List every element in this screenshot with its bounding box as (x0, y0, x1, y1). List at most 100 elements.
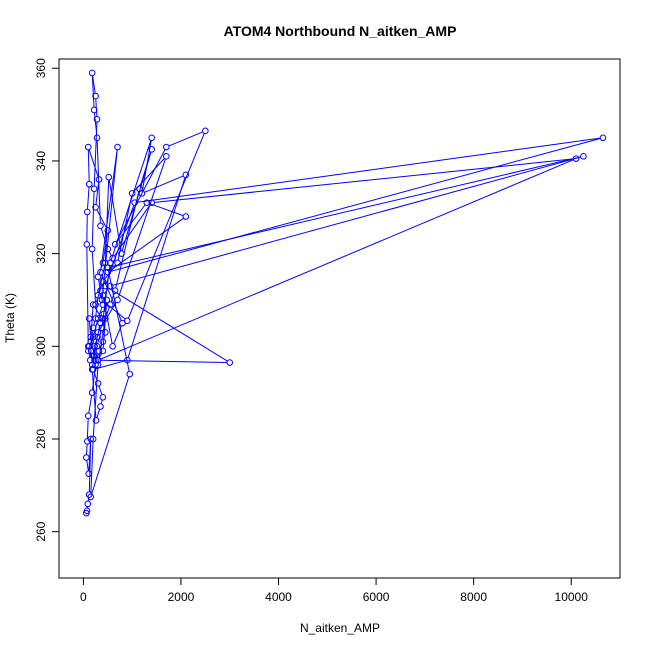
series-line-segment (86, 186, 90, 210)
data-point (99, 347, 107, 355)
series-line-segment (127, 133, 205, 319)
data-point (599, 134, 607, 142)
data-point (88, 389, 96, 396)
data-point (182, 213, 190, 220)
data-point (85, 180, 93, 188)
data-point (114, 296, 121, 304)
series-line-segment (97, 321, 106, 363)
data-point (143, 199, 151, 206)
data-point (97, 319, 104, 327)
x-tick-label: 4000 (265, 590, 292, 604)
x-tick-label: 6000 (363, 590, 390, 604)
data-point (95, 176, 103, 183)
data-point (97, 222, 104, 230)
series-line-segment (95, 182, 100, 205)
data-point (104, 268, 112, 276)
data-point (97, 268, 104, 276)
data-point (136, 185, 143, 193)
data-point (89, 435, 97, 443)
series-line-segment (88, 149, 99, 177)
data-point (84, 143, 92, 151)
data-point (94, 333, 101, 341)
data-point (83, 454, 90, 461)
data-point (98, 324, 106, 332)
data-point (84, 412, 92, 420)
data-point (93, 343, 101, 350)
series-line-segment (101, 274, 122, 321)
series-line-segment (88, 441, 92, 471)
data-point (102, 315, 109, 322)
series-line-segment (100, 149, 118, 270)
data-point (202, 127, 209, 135)
data-point (102, 259, 109, 267)
series-line-segment (154, 158, 574, 203)
series-line-segment (86, 418, 89, 439)
data-point (88, 245, 96, 253)
series-line-segment (108, 251, 112, 257)
series-line-segment (88, 395, 93, 414)
series-line-segment (91, 376, 130, 495)
data-point (94, 292, 102, 299)
series-line-segment (90, 441, 94, 495)
series-line-segment (110, 138, 601, 272)
y-tick-label: 280 (34, 429, 48, 449)
data-point (84, 343, 92, 350)
data-point (123, 356, 131, 364)
y-tick-label: 260 (34, 521, 48, 541)
data-point (94, 329, 102, 336)
x-tick-label: 2000 (168, 590, 195, 604)
series-line-segment (168, 131, 203, 147)
data-point (102, 282, 109, 290)
data-point (85, 315, 93, 322)
data-point (119, 319, 126, 327)
data-point (87, 347, 95, 355)
series-line-segment (95, 360, 125, 370)
data-point (92, 301, 99, 308)
data-point (580, 153, 587, 160)
data-point (83, 208, 91, 216)
series-line-segment (88, 344, 91, 349)
series-line-segment (117, 158, 166, 298)
data-point (85, 470, 93, 478)
y-axis-label: Theta (K) (3, 293, 17, 343)
series-line-segment (92, 367, 99, 437)
data-point (106, 282, 114, 290)
data-point (99, 301, 107, 308)
series-line-segment (91, 191, 95, 247)
series-line-segment (112, 156, 581, 286)
data-point (92, 203, 99, 211)
data-point (88, 361, 96, 369)
data-point (100, 310, 108, 318)
data-point (572, 155, 580, 162)
data-point (84, 500, 92, 508)
data-point (109, 343, 116, 350)
series-lines (85, 75, 601, 509)
series-line-segment (96, 409, 101, 418)
data-point (87, 493, 95, 501)
data-point (226, 359, 234, 366)
series-line-segment (100, 159, 574, 360)
series-line-segment (100, 399, 103, 404)
data-point (131, 199, 138, 206)
x-axis-label: N_aitken_AMP (300, 621, 380, 635)
data-point (90, 352, 98, 359)
plot-frame (58, 58, 621, 579)
series-line-segment (144, 175, 184, 193)
series-line-segment (93, 112, 98, 136)
data-point (88, 69, 96, 77)
y-tick-label: 300 (34, 336, 48, 356)
data-point (111, 287, 119, 294)
series-line-segment (102, 302, 108, 349)
data-point (92, 92, 99, 100)
series-line-segment (98, 385, 103, 395)
series-line-segment (94, 339, 98, 344)
data-point (89, 301, 97, 308)
data-point (148, 199, 155, 206)
x-tick-label: 10000 (555, 590, 589, 604)
y-tick-label: 340 (34, 151, 48, 171)
data-point (94, 356, 102, 364)
series-line-segment (108, 179, 122, 251)
data-point (97, 403, 104, 410)
data-point (94, 380, 102, 387)
